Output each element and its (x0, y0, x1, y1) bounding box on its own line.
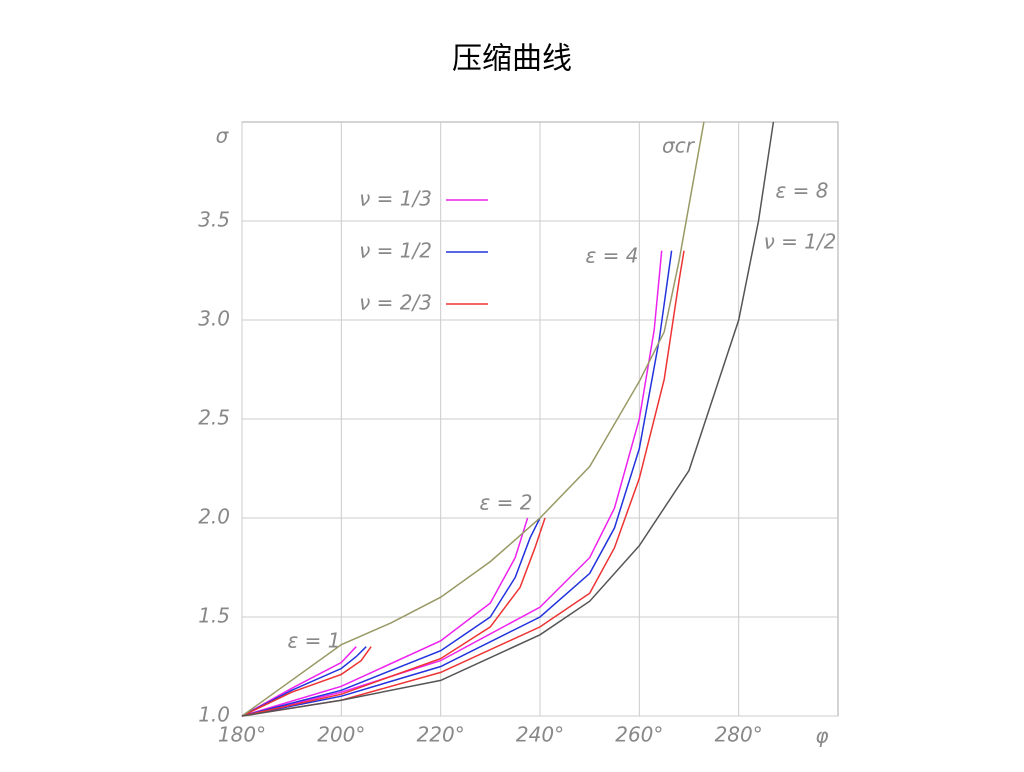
curve (241, 250, 673, 717)
legend-label: ν = 1/3 (359, 187, 432, 211)
annotation: σcr (662, 134, 696, 158)
curve (241, 121, 705, 717)
legend-label: ν = 2/3 (359, 291, 432, 315)
y-axis-label: σ (216, 124, 230, 148)
y-tick-label: 3.5 (198, 208, 230, 232)
chart-title: 压缩曲线 (452, 42, 572, 77)
curve (241, 517, 546, 717)
annotation: ν = 1/2 (764, 230, 837, 254)
curve (241, 517, 529, 717)
curve (241, 646, 367, 717)
annotation: ε = 2 (479, 491, 532, 515)
y-tick-label: 1.5 (198, 604, 230, 628)
curve (241, 646, 372, 717)
x-tick-label: 280° (715, 723, 763, 747)
y-tick-label: 2.5 (198, 406, 230, 430)
curve (241, 517, 541, 717)
x-tick-label: 260° (615, 723, 663, 747)
y-tick-label: 2.0 (198, 505, 230, 529)
annotation: ε = 1 (287, 629, 340, 653)
legend-label: ν = 1/2 (359, 239, 432, 263)
x-tick-label: 240° (516, 723, 564, 747)
y-tick-label: 3.0 (198, 307, 230, 331)
curve (241, 121, 775, 717)
curve (241, 646, 357, 717)
x-axis-label: φ (815, 724, 828, 748)
y-tick-label: 1.0 (198, 703, 230, 727)
annotation: ε = 8 (775, 179, 828, 203)
annotation: ε = 4 (585, 244, 638, 268)
x-tick-label: 180° (218, 723, 266, 747)
x-tick-label: 200° (317, 723, 365, 747)
curve (241, 250, 685, 717)
x-tick-label: 220° (417, 723, 465, 747)
